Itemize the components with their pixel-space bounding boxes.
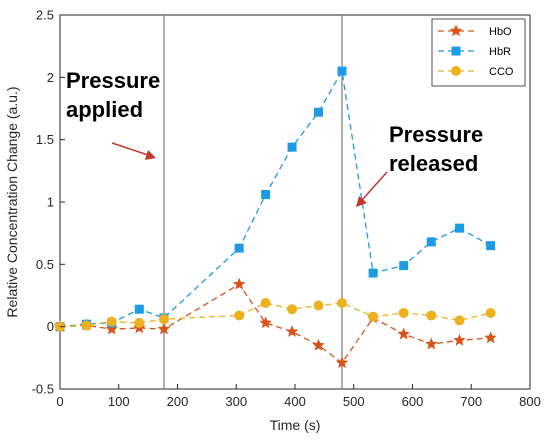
legend-item-cco: CCO bbox=[438, 66, 514, 78]
legend-marker-hbr bbox=[451, 46, 461, 56]
y-tick-label: 0.5 bbox=[36, 257, 54, 272]
data-point-cco bbox=[234, 310, 245, 321]
data-point-cco bbox=[368, 311, 379, 322]
legend-item-hbr: HbR bbox=[438, 46, 511, 58]
legend-marker-hbo bbox=[449, 24, 463, 37]
data-point-cco bbox=[158, 314, 169, 325]
legend-marker-cco bbox=[451, 66, 461, 76]
data-point-hbo bbox=[397, 327, 411, 340]
data-point-cco bbox=[398, 307, 409, 318]
legend-box bbox=[431, 18, 526, 87]
data-point-cco bbox=[260, 297, 271, 308]
x-tick-label: 0 bbox=[56, 394, 63, 409]
data-point-cco bbox=[134, 317, 145, 328]
data-point-hbr bbox=[368, 268, 378, 278]
y-tick-label: 0 bbox=[47, 319, 54, 334]
x-tick-label: 400 bbox=[284, 394, 306, 409]
series-cco bbox=[55, 297, 496, 332]
data-point-cco bbox=[485, 307, 496, 318]
data-point-hbr bbox=[287, 142, 297, 152]
x-axis-label: Time (s) bbox=[270, 417, 321, 433]
y-tick-label: 1 bbox=[47, 195, 54, 210]
series-line-cco bbox=[59, 302, 491, 328]
data-point-cco bbox=[337, 297, 347, 308]
data-point-hbr bbox=[426, 237, 436, 247]
data-point-hbr bbox=[314, 107, 323, 117]
x-tick-label: 800 bbox=[519, 394, 541, 409]
data-point-cco bbox=[287, 304, 298, 315]
x-tick-label: 300 bbox=[225, 394, 247, 409]
data-point-hbo bbox=[285, 324, 299, 338]
annotation-applied-line2: applied bbox=[66, 97, 143, 122]
series-line-hbo bbox=[59, 283, 491, 364]
data-point-cco bbox=[81, 320, 92, 331]
x-tick-label: 500 bbox=[343, 394, 365, 409]
legend: HbO HbR CCO bbox=[431, 18, 526, 87]
data-point-hbo bbox=[335, 356, 349, 369]
data-point-hbr bbox=[455, 223, 464, 233]
legend-label-hbr: HbR bbox=[489, 46, 511, 58]
data-point-hbr bbox=[134, 304, 144, 314]
annotation-released-line2: released bbox=[389, 151, 478, 176]
data-point-hbo bbox=[312, 338, 325, 351]
x-tick-label: 100 bbox=[108, 394, 130, 409]
legend-item-hbo: HbO bbox=[438, 24, 512, 38]
data-point-hbr bbox=[486, 241, 496, 251]
y-axis-label: Relative Concentration Change (a.u.) bbox=[4, 86, 20, 317]
annotation-applied-line1: Pressure bbox=[66, 68, 160, 93]
y-tick-label: -0.5 bbox=[32, 382, 54, 397]
data-point-hbo bbox=[157, 322, 171, 335]
data-point-cco bbox=[313, 300, 324, 311]
legend-label-hbo: HbO bbox=[489, 26, 512, 38]
data-point-hbr bbox=[234, 243, 244, 253]
x-tick-label: 600 bbox=[402, 394, 424, 409]
data-point-hbo bbox=[424, 337, 438, 350]
data-point-hbo bbox=[484, 331, 497, 344]
data-point-cco bbox=[454, 315, 465, 326]
data-point-hbo bbox=[232, 277, 246, 290]
data-point-cco bbox=[426, 310, 437, 321]
arrow-released bbox=[356, 171, 388, 207]
x-tick-label: 700 bbox=[460, 394, 482, 409]
annotation-released-line1: Pressure bbox=[389, 122, 483, 147]
data-point-hbr bbox=[399, 261, 409, 271]
legend-label-cco: CCO bbox=[489, 66, 514, 78]
data-point-cco bbox=[106, 316, 117, 327]
data-point-hbo bbox=[453, 333, 466, 346]
y-tick-label: 2.5 bbox=[36, 8, 54, 23]
y-tick-label: 1.5 bbox=[36, 132, 54, 147]
y-tick-label: 2 bbox=[47, 70, 54, 85]
x-tick-label: 200 bbox=[167, 394, 189, 409]
data-point-hbo bbox=[259, 316, 272, 329]
data-point-hbr bbox=[337, 66, 347, 76]
data-point-hbr bbox=[261, 190, 271, 200]
arrow-applied bbox=[111, 142, 156, 160]
